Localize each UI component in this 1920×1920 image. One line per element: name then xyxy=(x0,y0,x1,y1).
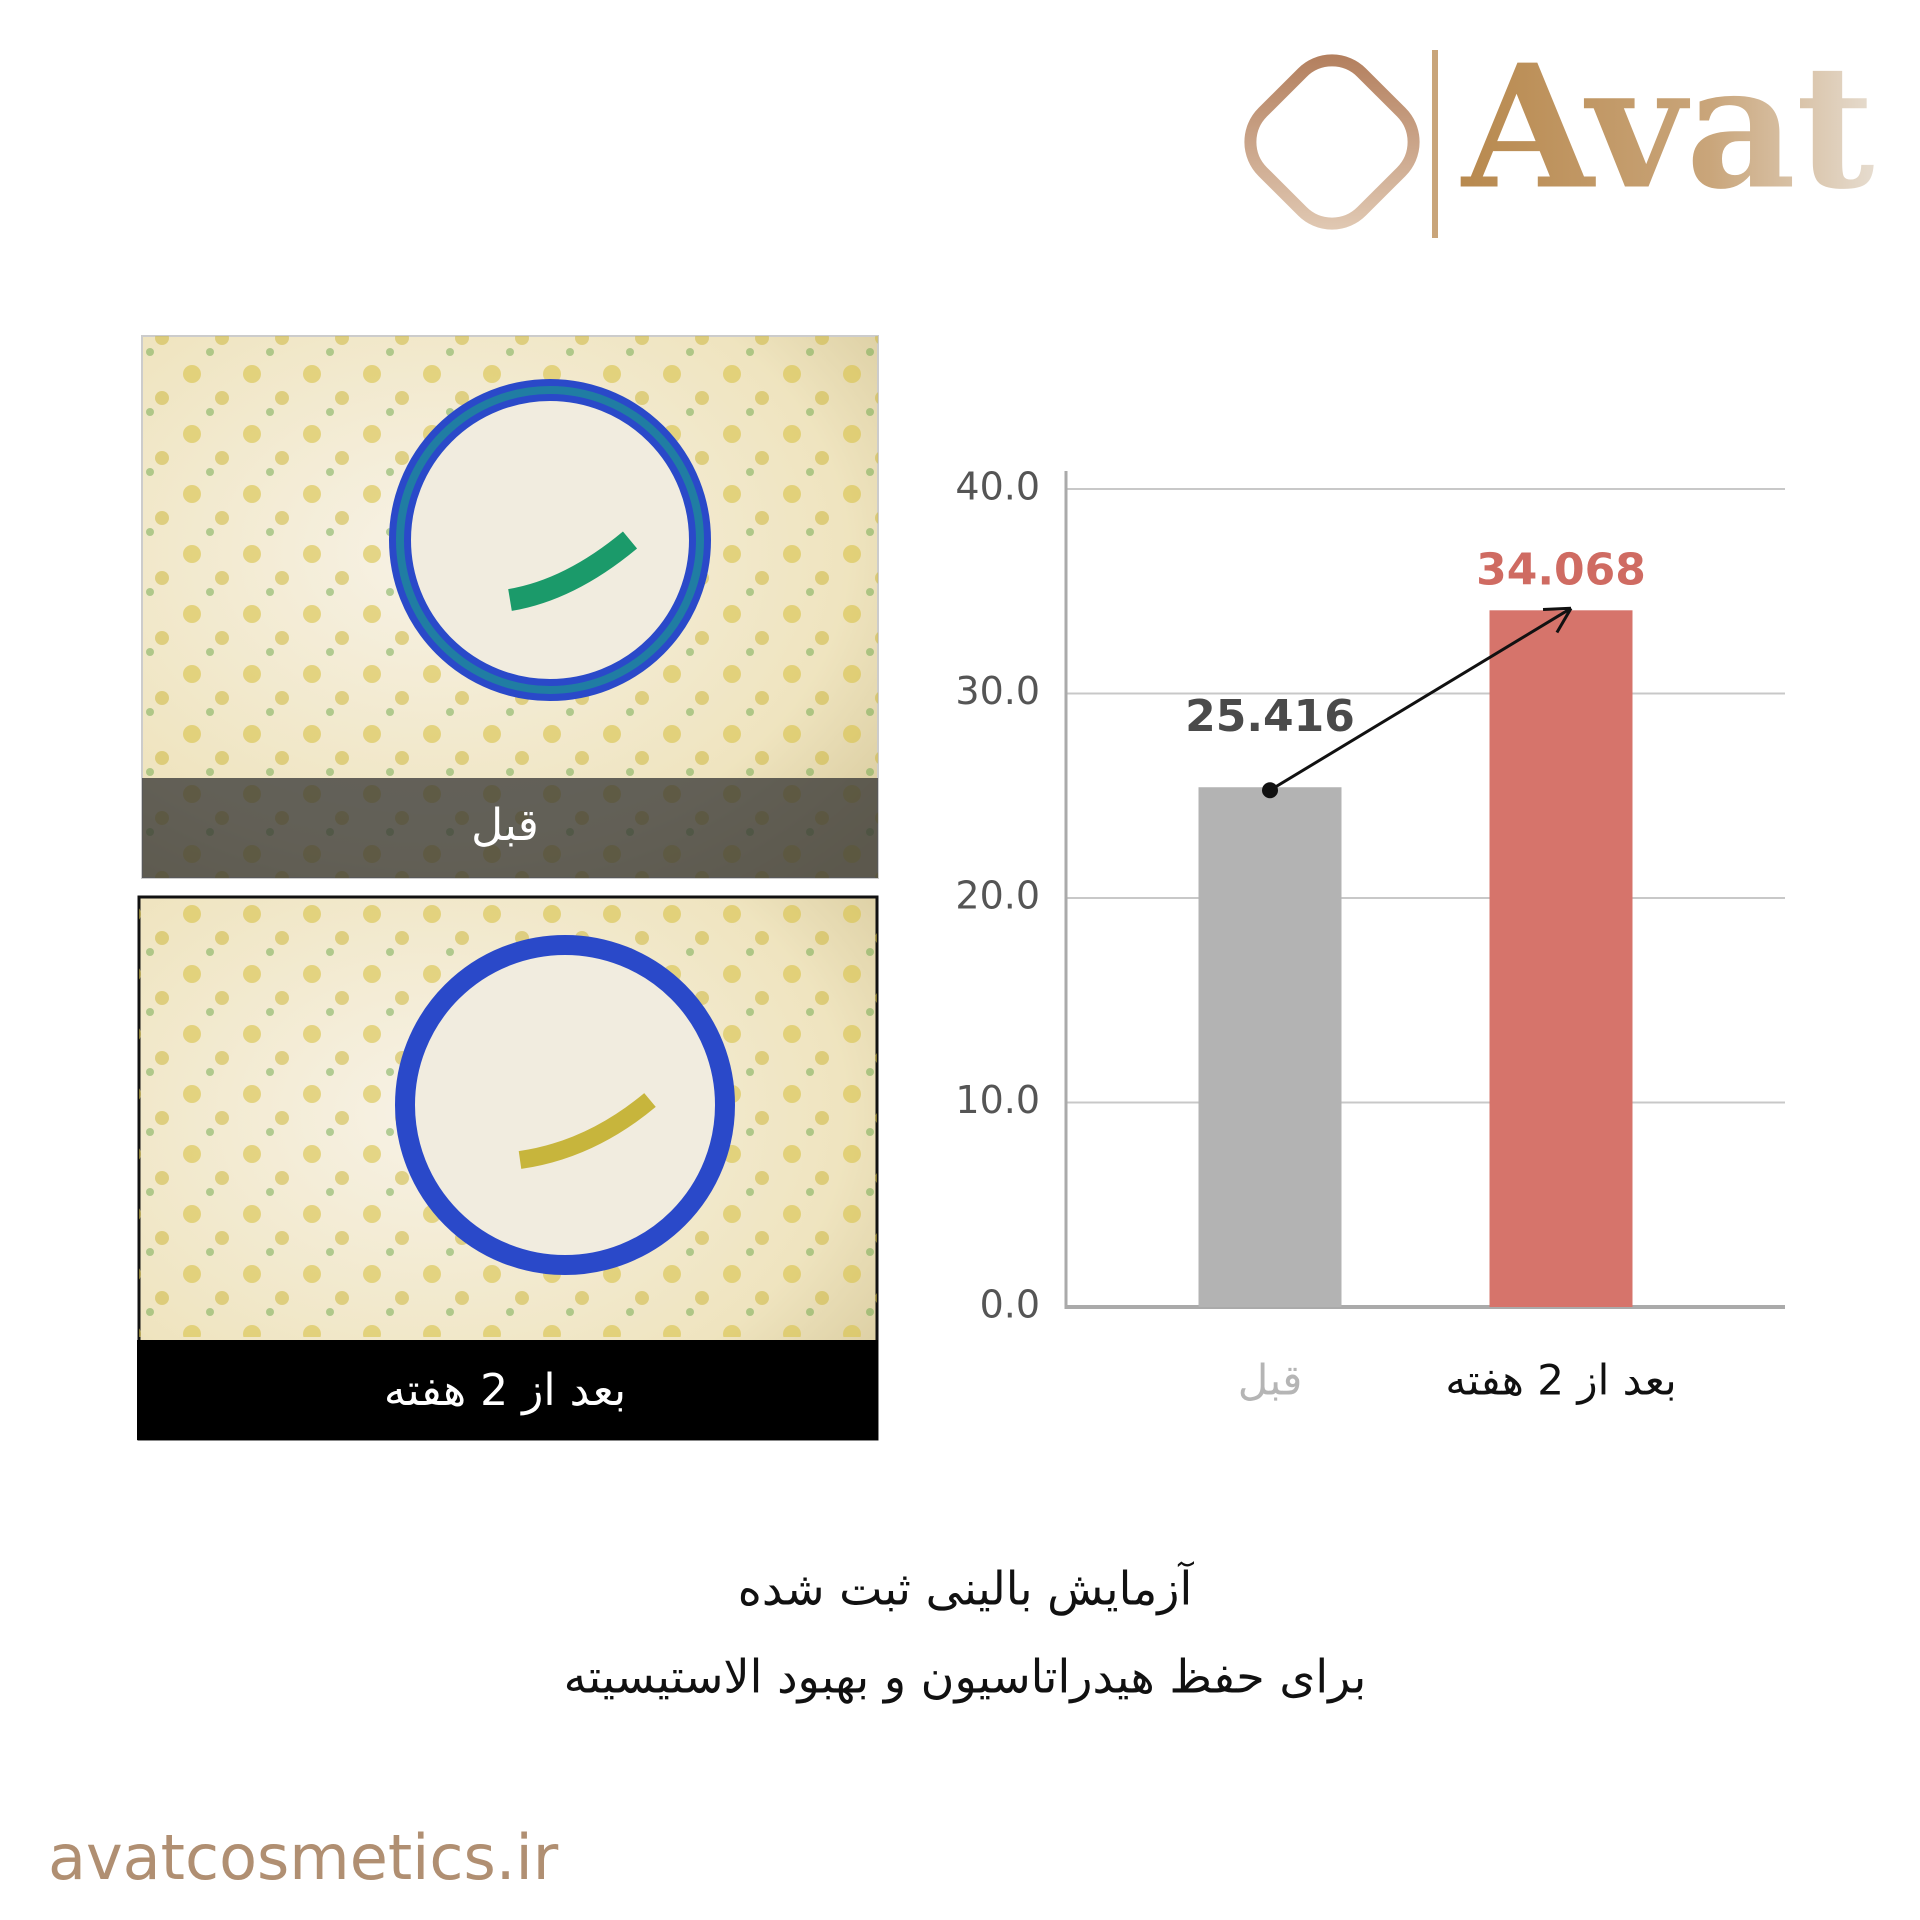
photo-label: قبل xyxy=(471,800,539,851)
y-tick-label: 10.0 xyxy=(955,1078,1040,1122)
smile xyxy=(508,531,638,611)
photo-before: قبل xyxy=(141,335,879,879)
smile xyxy=(518,1093,656,1169)
y-tick-label: 30.0 xyxy=(955,669,1040,713)
ring-edge xyxy=(396,386,704,694)
label-band xyxy=(137,1340,878,1440)
bar xyxy=(1489,610,1633,1307)
logo-mark xyxy=(1244,54,1420,230)
logo: Avat xyxy=(1244,28,1874,238)
arrow xyxy=(1269,607,1572,792)
ring xyxy=(395,935,735,1275)
photo-label: بعد از 2 هفته xyxy=(384,1365,626,1416)
y-tick-label: 20.0 xyxy=(955,874,1040,918)
chart: 0.0 10.0 20.0 30.0 40.0 25.416 قبل 34.068 بعد از… xyxy=(955,465,1785,1405)
logo-divider xyxy=(1432,50,1438,238)
bar xyxy=(1198,787,1342,1307)
caption: آزمایش بالینی ثبت شده xyxy=(738,1562,1195,1616)
arrow-head xyxy=(1542,606,1572,612)
value-label: 25.416 xyxy=(1185,691,1355,742)
website: avatcosmetics.ir xyxy=(48,1821,559,1894)
arrow-head xyxy=(1555,607,1573,634)
photo-after: بعد از 2 هفته xyxy=(137,895,879,1441)
value-label: 34.068 xyxy=(1476,544,1646,595)
caption: برای حفظ هیدراتاسیون و بهبود الاستیسیته xyxy=(564,1650,1367,1705)
x-tick-label: بعد از 2 هفته xyxy=(1445,1356,1676,1405)
y-tick-label: 40.0 xyxy=(955,465,1040,509)
y-tick-label: 0.0 xyxy=(980,1283,1040,1327)
label-band xyxy=(142,778,878,878)
logo-text: Avat xyxy=(1460,28,1874,228)
x-tick-label: قبل xyxy=(1238,1356,1303,1405)
